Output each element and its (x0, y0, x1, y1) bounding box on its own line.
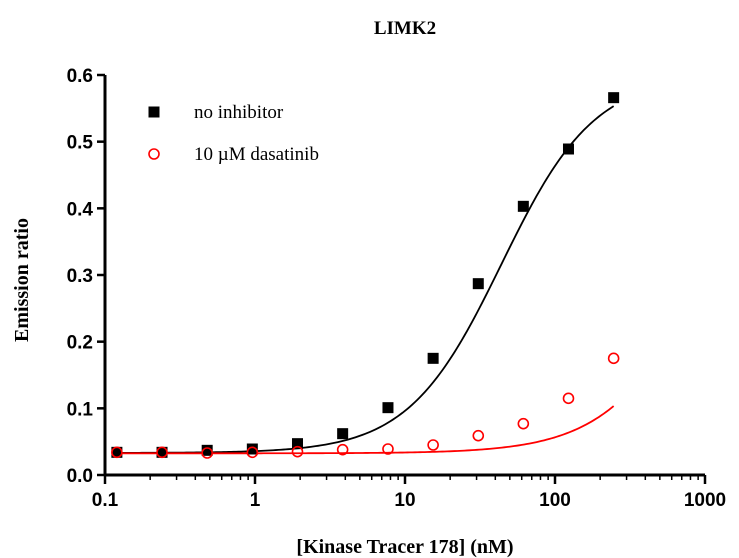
chart-title: LIMK2 (374, 18, 436, 39)
point-no-inhibitor (427, 352, 439, 364)
point-no-inhibitor (111, 446, 123, 458)
point-dasatinib (382, 443, 394, 455)
point-dasatinib (562, 392, 575, 405)
point-dasatinib (246, 446, 259, 459)
point-dasatinib (607, 352, 620, 365)
point-no-inhibitor (472, 278, 484, 290)
y-tick-label: 0.4 (67, 199, 94, 220)
axes: 0.0 0.1 0.2 0.3 0.4 0.5 0.6 0.1 1 10 100 1000 (67, 66, 727, 511)
x-tick-label: 100 (539, 490, 571, 511)
x-tick-label: 1000 (684, 490, 726, 511)
y-tick-label: 0.3 (67, 266, 93, 287)
point-no-inhibitor (291, 438, 303, 450)
point-no-inhibitor (201, 444, 213, 456)
point-no-inhibitor (246, 443, 258, 455)
point-dasatinib (156, 446, 168, 459)
point-dasatinib (291, 445, 304, 458)
y-tick-label: 0.0 (67, 466, 93, 487)
point-no-inhibitor (517, 200, 529, 212)
y-tick-label: 0.6 (67, 66, 93, 87)
x-tick-label: 10 (394, 490, 415, 511)
point-dasatinib (336, 443, 349, 456)
y-tick-label: 0.2 (67, 333, 93, 354)
point-no-inhibitor (337, 428, 349, 440)
point-dasatinib (517, 417, 530, 430)
fit-curve-no-inhibitor (116, 105, 615, 454)
legend: no inhibitor 10 µM dasatinib (148, 102, 319, 165)
fit-curve-dasatinib (116, 405, 615, 455)
point-no-inhibitor (562, 143, 574, 155)
point-dasatinib (427, 439, 439, 451)
point-no-inhibitor (382, 402, 394, 414)
point-no-inhibitor (608, 92, 620, 104)
x-tick-label: 1 (250, 490, 261, 511)
legend-label-no-inhibitor: no inhibitor (194, 102, 284, 123)
point-dasatinib (201, 447, 213, 459)
point-dasatinib (472, 429, 485, 442)
legend-marker-no-inhibitor (148, 106, 160, 118)
y-axis-label: Emission ratio (11, 218, 33, 342)
y-tick-label: 0.5 (67, 133, 94, 154)
point-no-inhibitor (156, 446, 168, 458)
legend-marker-dasatinib (148, 148, 160, 160)
x-tick-label: 0.1 (92, 490, 119, 511)
y-tick-label: 0.1 (67, 399, 94, 420)
legend-label-dasatinib: 10 µM dasatinib (194, 144, 319, 165)
point-dasatinib (111, 446, 123, 459)
data-points (111, 92, 620, 459)
x-axis-label: [Kinase Tracer 178] (nM) (296, 536, 513, 558)
fit-curves (116, 105, 615, 455)
